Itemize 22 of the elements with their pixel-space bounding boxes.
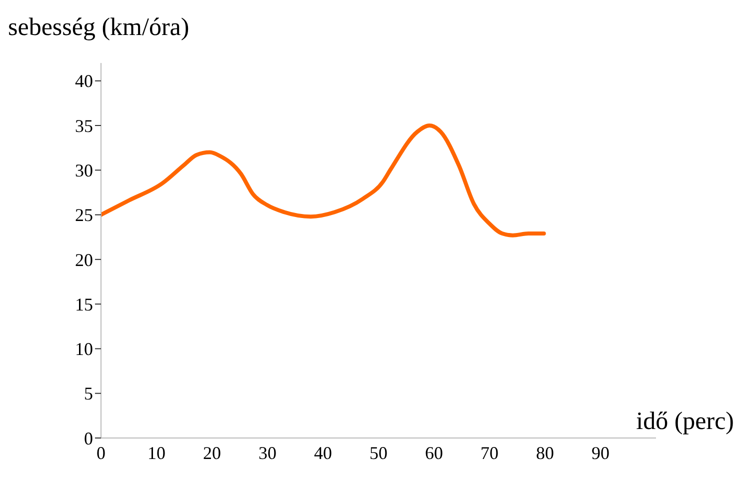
x-tick-label: 10 (148, 442, 166, 463)
y-tick-label: 5 (84, 384, 93, 404)
x-tick-label: 40 (314, 442, 332, 463)
x-tick-label: 30 (258, 442, 276, 463)
y-tick-label: 20 (75, 250, 93, 270)
y-tick-label: 15 (75, 294, 93, 314)
x-tick-label: 20 (203, 442, 221, 463)
x-tick-label: 80 (536, 442, 554, 463)
y-tick-label: 10 (75, 339, 93, 360)
y-axis-title: sebesség (km/óra) (8, 14, 190, 42)
x-tick-label: 90 (592, 442, 610, 463)
x-axis-title: idő (perc) (636, 408, 734, 436)
x-tick-label: 0 (96, 442, 106, 463)
y-tick-label: 0 (84, 428, 93, 448)
x-tick-label: 70 (480, 442, 498, 463)
line-series (101, 124, 546, 238)
x-tick-label: 50 (370, 442, 388, 463)
y-tick-label: 25 (75, 205, 93, 226)
x-tick-label: 60 (425, 442, 443, 463)
y-tick-label: 40 (75, 71, 93, 92)
y-tick-label: 30 (75, 160, 93, 181)
y-tick-label: 35 (75, 116, 93, 136)
